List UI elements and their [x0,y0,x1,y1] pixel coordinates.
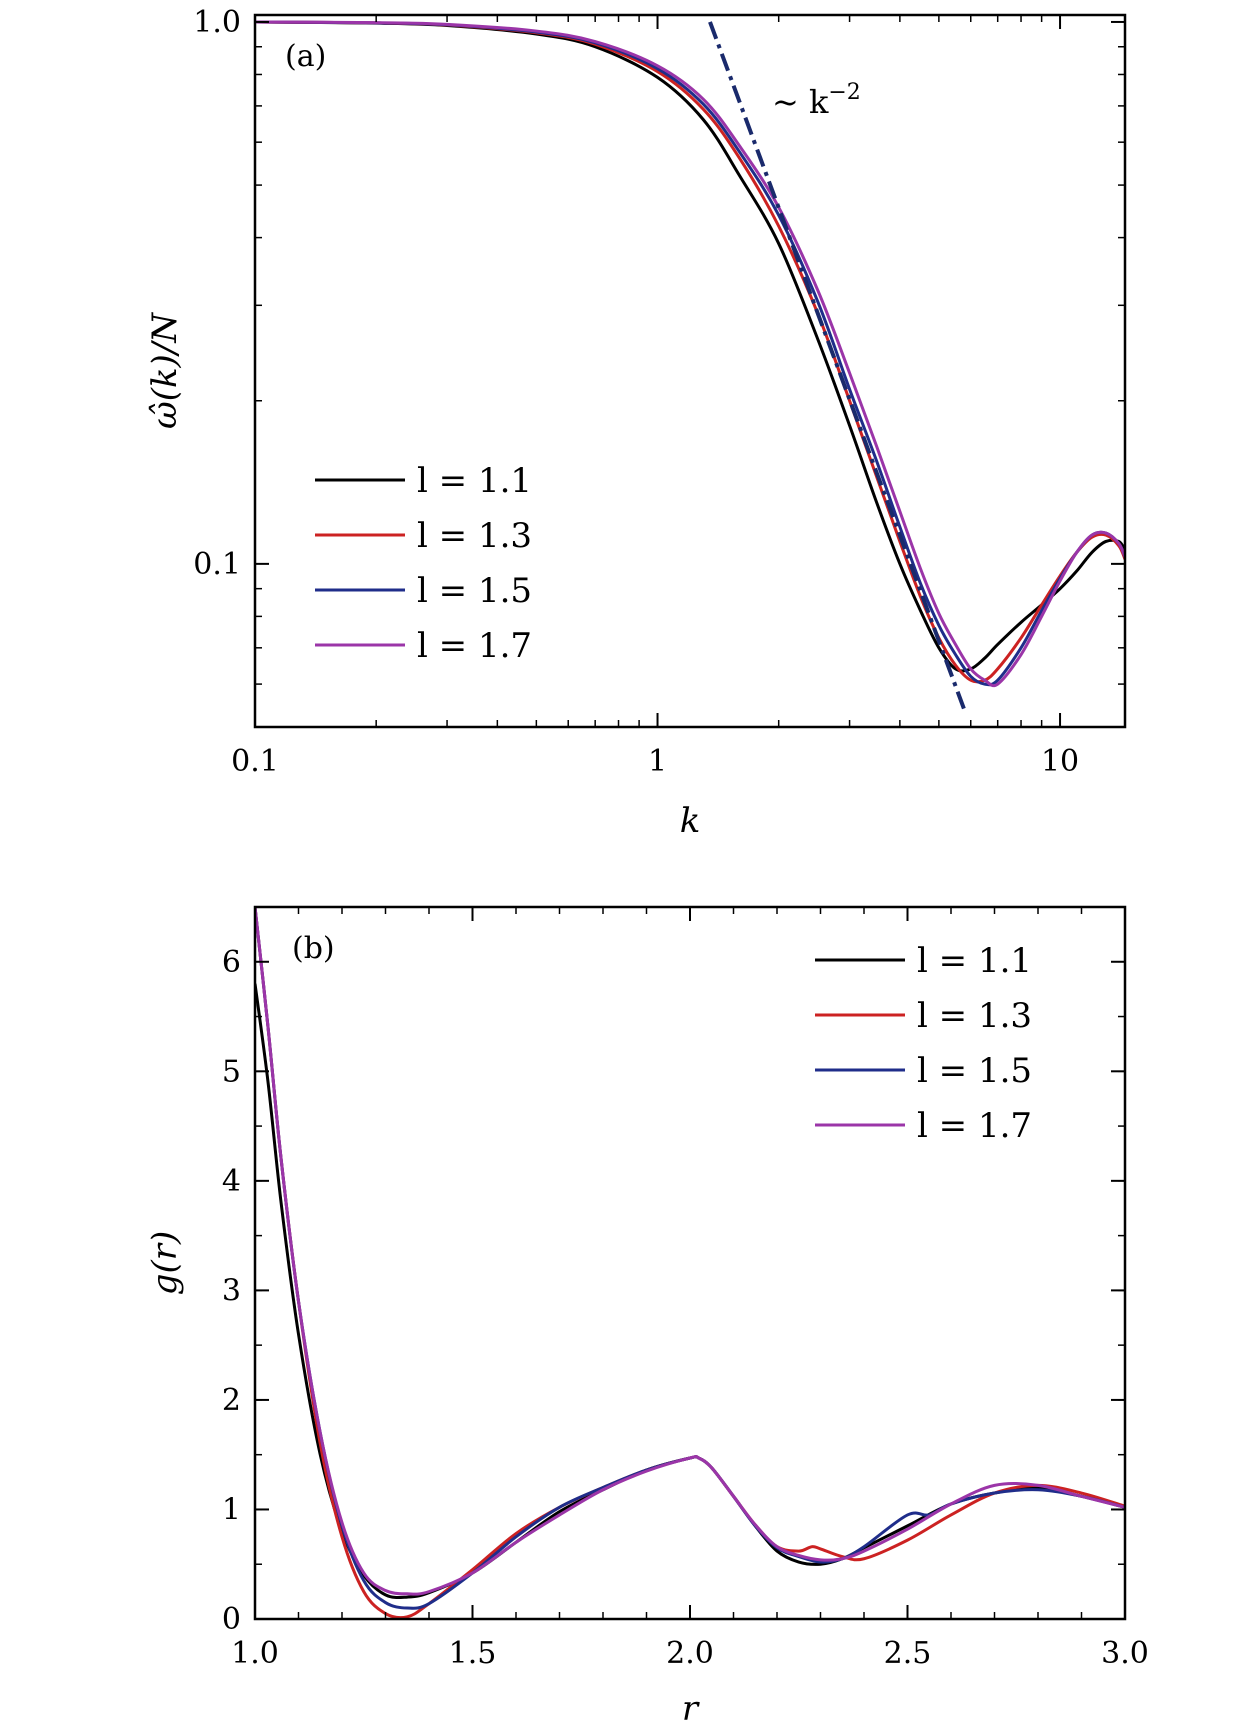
series-line-l-1-3 [255,20,1125,684]
legend-label: l = 1.7 [417,626,532,666]
y-tick-label: 1 [222,1492,241,1527]
legend-label: l = 1.5 [417,571,532,611]
y-tick-label: 3 [222,1273,241,1308]
x-tick-label: 1 [648,744,667,779]
panel-b: 1.0 1.5 2.0 2.5 3.0 0 1 2 3 4 5 6 (b) r g(r) l = 1.… [145,905,1149,1729]
series-line-l-1-7 [255,907,1125,1596]
panel-a-axis-ticks: 0.1 1 10 0.1 1.0 [193,5,1125,779]
y-tick-label: 4 [222,1164,241,1199]
y-tick-label: 2 [222,1383,241,1418]
slope-annotation-text: ~ k [772,83,829,121]
panel-b-x-axis-label: r [682,1689,700,1729]
y-tick-label: 5 [222,1054,241,1089]
y-tick-label: 6 [222,945,241,980]
panel-a-data-lines [255,20,1125,712]
x-tick-label: 2.5 [884,1636,932,1671]
legend-label: l = 1.5 [917,1051,1032,1091]
slope-annotation-exponent: −2 [828,80,860,105]
legend-label: l = 1.1 [917,941,1032,981]
x-tick-label: 1.0 [231,1636,279,1671]
y-tick-label: 0.1 [193,547,241,582]
series-line-l-1-7 [255,20,1125,688]
panel-a-x-axis-label: k [680,801,701,841]
y-tick-label: 0 [222,1602,241,1637]
x-tick-label: 2.0 [666,1636,714,1671]
y-tick-label: 1.0 [193,5,241,40]
series-line-l-1-5 [255,20,1125,687]
legend-label: l = 1.7 [917,1106,1032,1146]
panel-b-label: (b) [292,931,335,966]
legend-label: l = 1.3 [417,516,532,556]
panel-a-legend: l = 1.1 l = 1.3 l = 1.5 l = 1.7 [315,461,532,666]
panel-a-plot-frame [253,13,1127,729]
x-tick-label: 10 [1041,744,1079,779]
panel-b-plot-frame [253,905,1127,1621]
legend-label: l = 1.1 [417,461,532,501]
x-tick-label: 3.0 [1101,1636,1149,1671]
series-line-l-1-1 [255,20,1125,673]
panel-a-label: (a) [285,39,326,74]
x-tick-label: 0.1 [231,744,279,779]
slope-annotation: ~ k−2 [772,80,861,121]
panel-b-data-lines [255,907,1125,1619]
panel-b-legend: l = 1.1 l = 1.3 l = 1.5 l = 1.7 [815,941,1032,1146]
panel-a-y-axis-label: ω̂(k)/N [145,312,185,429]
slope-guide-line [708,21,967,712]
panel-a: 0.1 1 10 0.1 1.0 (a) ~ k−2 k ω̂(k)/N l = 1.1… [145,5,1127,841]
legend-label: l = 1.3 [917,996,1032,1036]
x-tick-label: 1.5 [449,1636,497,1671]
panel-b-y-axis-label: g(r) [145,1231,185,1296]
